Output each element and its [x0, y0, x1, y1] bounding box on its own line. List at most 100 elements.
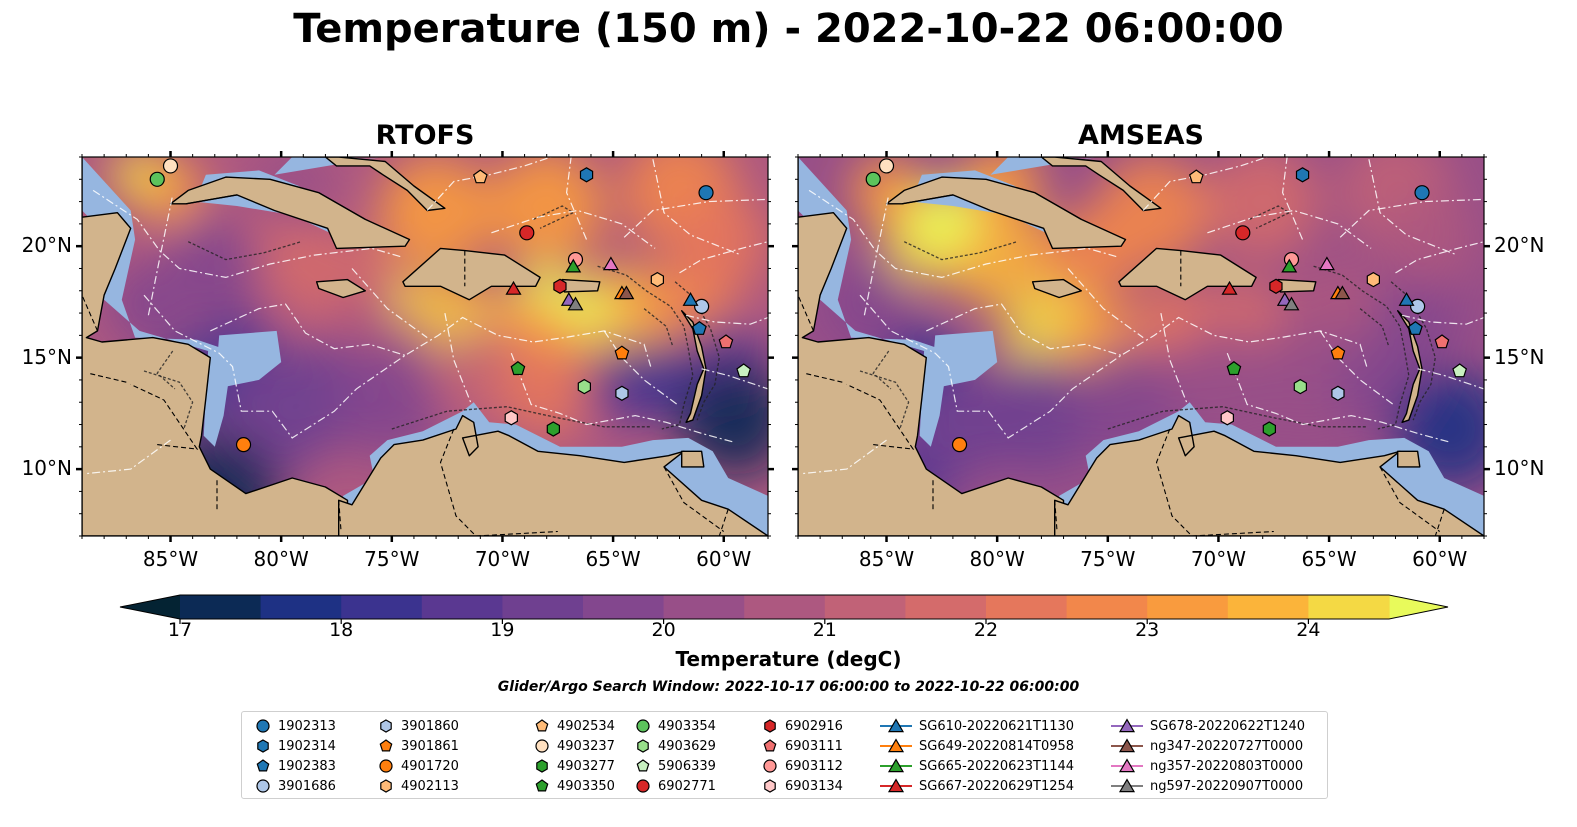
lat-tick-label: 10°N: [1494, 456, 1545, 481]
colorbar-segment: [341, 595, 423, 619]
legend-marker: [887, 738, 905, 753]
platform-marker-ng357-20220803t0000: [602, 256, 619, 271]
legend-marker: [535, 739, 549, 753]
legend-marker: [256, 759, 270, 772]
colorbar-tick-label: 24: [1296, 619, 1321, 641]
colorbar-extend-min: [120, 595, 180, 619]
legend-item: 4902534: [533, 716, 615, 736]
legend-marker: [256, 779, 270, 793]
legend-label: 4903354: [658, 718, 716, 734]
legend-item: 4903629: [634, 736, 716, 756]
lon-tick-label: 65°W: [1301, 547, 1357, 571]
legend-marker: [887, 718, 905, 733]
legend-marker: [536, 759, 548, 773]
legend-label: SG610-20220621T1130: [919, 718, 1075, 734]
legend-label: 4902113: [401, 778, 459, 794]
legend-item: 6902771: [634, 776, 716, 796]
legend-label: 1902313: [278, 718, 336, 734]
legend-marker: [887, 778, 905, 793]
colorbar-segment: [180, 595, 262, 619]
lon-tick-label: 85°W: [858, 547, 915, 571]
platform-marker-4901720: [951, 436, 968, 453]
platform-marker-sg665-20220623t1144: [1281, 258, 1298, 273]
platform-marker-1902383: [691, 320, 707, 335]
legend-label: ng357-20220803T0000: [1150, 758, 1304, 774]
platform-marker-4903277: [1262, 421, 1277, 437]
lon-tick-label: 85°W: [142, 547, 199, 571]
legend-marker-icon: [637, 739, 649, 753]
platform-marker-4903237: [162, 158, 179, 174]
platform-marker-6902916: [553, 278, 567, 294]
legend-marker-icon: [257, 739, 269, 753]
lon-tick-label: 80°W: [969, 547, 1025, 571]
legend-marker: [380, 719, 392, 733]
platform-marker-sg665-20220623t1144: [565, 258, 582, 273]
platform-marker-5906339: [736, 363, 752, 378]
platform-marker-4902534: [1188, 169, 1204, 184]
platform-marker-3901686: [1410, 298, 1426, 314]
colorbar-tick-label: 20: [651, 619, 676, 641]
legend-marker: [379, 739, 393, 752]
colorbar-segment: [905, 595, 987, 619]
colorbar-segment: [1066, 595, 1148, 619]
panel-title-amseas: AMSEAS: [1078, 120, 1204, 151]
lon-tick-label: 75°W: [364, 547, 420, 571]
platform-marker-1902314: [579, 167, 594, 183]
colorbar-segment: [986, 595, 1068, 619]
legend-marker-icon: [536, 759, 548, 773]
colorbar-segment: [824, 595, 906, 619]
platform-marker-6903134: [1220, 410, 1235, 426]
legend-marker: [535, 719, 549, 732]
colorbar-segment: [583, 595, 665, 619]
legend-item: 5906339: [634, 756, 716, 776]
legend-marker: [256, 719, 270, 733]
map-frame: [81, 156, 769, 537]
platform-marker-6902771: [1235, 225, 1251, 241]
platform-marker-3901861: [614, 345, 630, 360]
platform-marker-1902313: [698, 185, 714, 201]
legend-label: SG649-20220814T0958: [919, 738, 1075, 754]
platform-marker-4902534: [472, 169, 488, 184]
platform-marker-1902313: [1414, 185, 1430, 201]
legend-label: SG665-20220623T1144: [919, 758, 1075, 774]
legend-marker-icon: [535, 739, 549, 753]
legend-marker: [764, 779, 776, 793]
legend-marker-icon: [880, 738, 912, 753]
legend-marker: [637, 739, 649, 753]
colorbar-extend-max: [1389, 595, 1448, 619]
colorbar-tick-label: 23: [1135, 619, 1160, 641]
legend-label: 3901860: [401, 718, 459, 734]
legend-marker-icon: [256, 719, 270, 733]
legend-marker: [887, 758, 905, 773]
legend-label: 4903277: [557, 758, 615, 774]
legend-marker: [636, 759, 650, 772]
legend-marker-icon: [764, 779, 776, 793]
legend-marker-icon: [379, 759, 393, 773]
legend-item: 6903134: [761, 776, 843, 796]
legend-marker-icon: [763, 739, 777, 752]
lat-tick-label: 20°N: [21, 233, 72, 258]
legend-label: ng597-20220907T0000: [1150, 778, 1304, 794]
legend-marker: [636, 719, 650, 733]
platform-marker-6903111: [718, 334, 734, 349]
colorbar-title: Temperature (degC): [675, 647, 902, 671]
legend-label: 4902534: [557, 718, 615, 734]
legend-label: SG667-20220629T1254: [919, 778, 1075, 794]
legend-marker: [535, 779, 549, 792]
legend-item: 6903111: [761, 736, 843, 756]
platform-marker-3901861: [1330, 345, 1346, 360]
legend-item: 4903350: [533, 776, 615, 796]
platform-marker-3901860: [1331, 385, 1345, 401]
colorbar-segment: [1308, 595, 1390, 619]
legend-label: ng347-20220727T0000: [1150, 738, 1304, 754]
legend-marker-icon: [880, 778, 912, 793]
lon-tick-label: 70°W: [1190, 547, 1247, 571]
legend-label: 4903629: [658, 738, 716, 754]
platform-marker-ng597-20220907t0000: [567, 296, 584, 311]
legend-label: 5906339: [658, 758, 716, 774]
platform-marker-sg610-20220621t1130: [682, 291, 699, 306]
legend-item: 4903277: [533, 756, 615, 776]
platform-marker-4903629: [1293, 378, 1308, 395]
legend-item: SG665-20220623T1144: [879, 756, 1074, 776]
legend-marker: [380, 779, 392, 793]
